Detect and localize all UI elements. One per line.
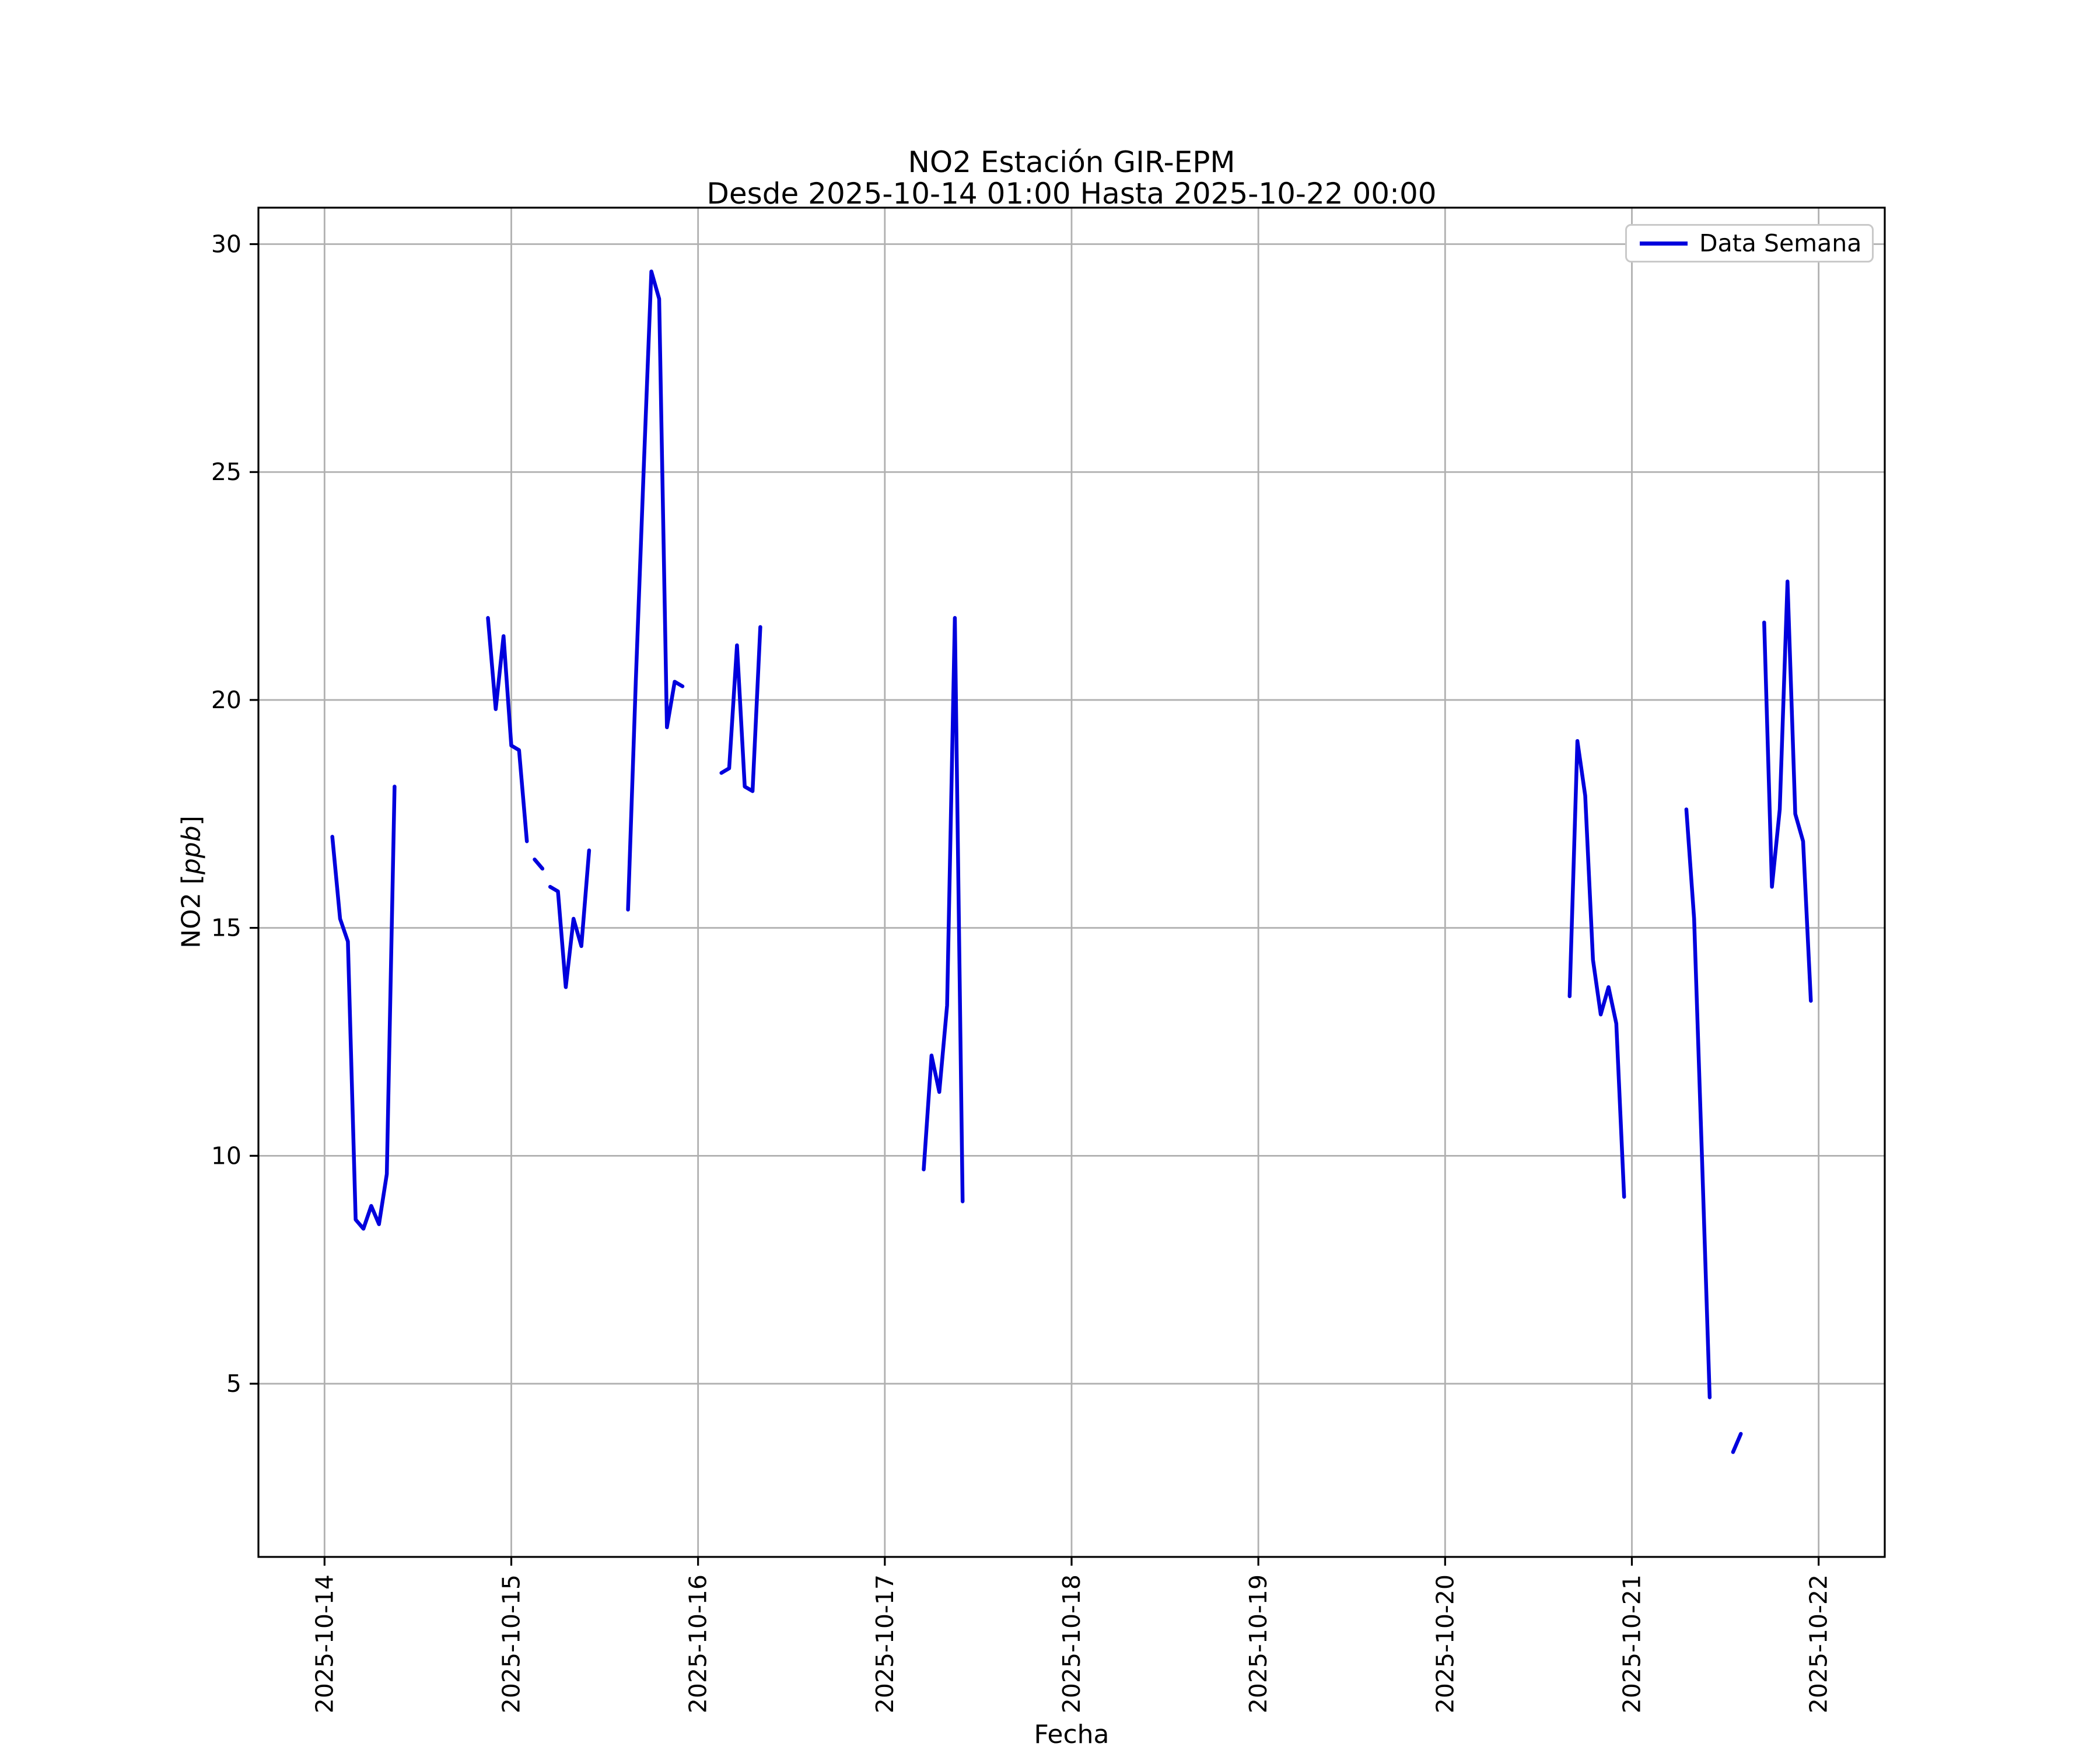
y-axis-label-suffix: ]: [176, 816, 206, 826]
plot-frame: [257, 206, 1886, 1558]
x-tick-label: 2025-10-15: [498, 1574, 526, 1713]
y-axis-label-unit: ppb: [176, 825, 206, 875]
x-tick-label: 2025-10-19: [1244, 1574, 1272, 1713]
y-tick-label: 25: [211, 458, 242, 486]
legend: Data Semana: [1625, 224, 1874, 262]
y-tick-label: 15: [211, 914, 242, 942]
y-tick-label: 5: [226, 1370, 242, 1398]
y-tick-label: 10: [211, 1142, 242, 1170]
x-tick-label: 2025-10-14: [310, 1574, 338, 1713]
series-segment: [533, 858, 545, 871]
legend-line-sample: [1640, 241, 1688, 246]
series-segment: [330, 785, 397, 1231]
y-tick-label: 30: [211, 230, 242, 258]
chart-subtitle: Desde 2025-10-14 01:00 Hasta 2025-10-22 …: [706, 177, 1437, 211]
y-axis-label-prefix: NO2 [: [176, 874, 206, 949]
series-segment: [1567, 739, 1626, 1199]
series-segment: [1762, 579, 1813, 1003]
y-tick-label: 20: [211, 686, 242, 714]
x-tick-label: 2025-10-17: [871, 1574, 899, 1713]
series-segment: [922, 616, 965, 1203]
x-tick-label: 2025-10-20: [1431, 1574, 1459, 1713]
series-segment: [486, 616, 529, 844]
series-segment: [1731, 1432, 1743, 1454]
x-tick-label: 2025-10-16: [684, 1574, 712, 1713]
x-tick-label: 2025-10-18: [1058, 1574, 1086, 1713]
series-segment: [626, 270, 685, 912]
x-tick-label: 2025-10-22: [1805, 1574, 1833, 1713]
x-axis-label: Fecha: [1034, 1720, 1110, 1749]
legend-label: Data Semana: [1699, 229, 1862, 257]
series-segment: [1684, 807, 1712, 1399]
series-segment: [548, 848, 592, 989]
series-segment: [719, 625, 762, 793]
chart-title: NO2 Estación GIR-EPM: [908, 145, 1236, 179]
y-axis-label: NO2 [ppb]: [177, 816, 206, 949]
x-tick-label: 2025-10-21: [1618, 1574, 1646, 1713]
